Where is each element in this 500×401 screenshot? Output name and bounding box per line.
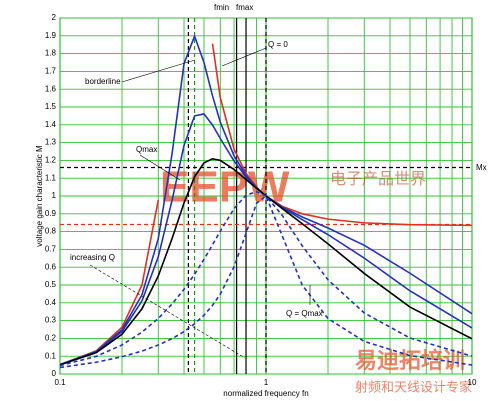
annotation: increasing Q xyxy=(70,253,115,262)
annotation: Mx xyxy=(476,163,487,172)
annotation: fmin xyxy=(214,3,229,12)
y-tick-label: 0.8 xyxy=(45,227,57,236)
x-axis-label: normalized frequency fn xyxy=(223,389,308,398)
x-tick-label: 0.1 xyxy=(54,378,66,387)
y-tick-label: 0.5 xyxy=(45,280,57,289)
curve xyxy=(60,113,472,366)
annotation: borderline xyxy=(85,77,121,86)
watermark: 射频和天线设计专家 xyxy=(355,379,472,394)
annotation-arrow xyxy=(89,264,246,359)
y-tick-label: 1.2 xyxy=(45,156,57,165)
y-tick-label: 0.7 xyxy=(45,245,57,254)
marks xyxy=(60,18,472,374)
y-tick-label: 0.6 xyxy=(45,262,57,271)
annotation: Q = 0 xyxy=(268,40,288,49)
y-tick-label: 1.8 xyxy=(45,49,57,58)
annotation-arrow xyxy=(221,47,267,67)
y-axis-label: voltage gain characteristic M xyxy=(35,145,44,247)
annotation: Q = Qmax xyxy=(286,309,323,318)
y-tick-label: 2 xyxy=(52,13,57,22)
x-tick-label: 1 xyxy=(264,378,269,387)
y-tick-label: 1.3 xyxy=(45,138,57,147)
curve xyxy=(60,157,472,366)
labels: 00.10.20.30.40.50.60.70.80.911.11.21.31.… xyxy=(45,13,477,387)
y-tick-label: 1.6 xyxy=(45,84,57,93)
y-tick-label: 0.1 xyxy=(45,351,57,360)
y-tick-label: 0.4 xyxy=(45,298,57,307)
annotation-arrow xyxy=(139,154,181,181)
watermark: EEPW xyxy=(160,163,290,212)
y-tick-label: 1.7 xyxy=(45,67,57,76)
x-tick-label: 10 xyxy=(468,378,477,387)
annotation: Qmax xyxy=(136,145,157,154)
curve xyxy=(60,33,472,366)
watermark: 易迪拓培训 xyxy=(355,348,465,373)
annotation: fmax xyxy=(236,3,253,12)
y-tick-label: 1.9 xyxy=(45,31,57,40)
y-tick-label: 0.3 xyxy=(45,316,57,325)
y-tick-label: 0.9 xyxy=(45,209,57,218)
y-tick-label: 0 xyxy=(52,369,57,378)
curve xyxy=(60,194,472,369)
y-tick-label: 1.1 xyxy=(45,173,57,182)
y-tick-label: 1.4 xyxy=(45,120,57,129)
curve xyxy=(60,190,472,367)
y-tick-label: 0.2 xyxy=(45,334,57,343)
y-tick-label: 1 xyxy=(52,191,57,200)
y-tick-label: 1.5 xyxy=(45,102,57,111)
watermark: 电子产品世界 xyxy=(330,170,426,188)
annotation-arrow xyxy=(121,59,196,83)
